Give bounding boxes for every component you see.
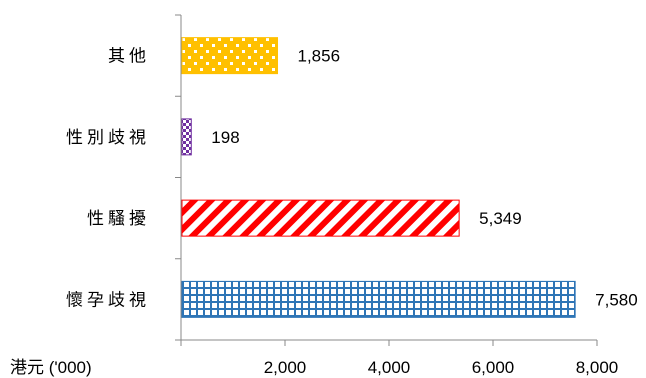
bar-4 [181, 280, 576, 318]
x-tick-label: 2,000 [264, 358, 307, 377]
bar-3 [181, 199, 460, 237]
bar-1 [181, 37, 279, 75]
x-tick-label: 6,000 [472, 358, 515, 377]
bars [181, 37, 576, 318]
category-label: 懷孕歧視 [66, 290, 150, 309]
unit-label: 港元 ('000) [10, 358, 92, 377]
value-label: 7,580 [595, 290, 638, 309]
category-label: 性騷擾 [87, 209, 150, 228]
x-tick-labels: 2,000 4,000 6,000 8,000 [264, 358, 619, 377]
axes [175, 14, 598, 346]
x-tick-label: 4,000 [368, 358, 411, 377]
bar-2 [181, 118, 192, 156]
value-labels: 1,856 198 5,349 7,580 [211, 47, 637, 310]
category-label: 其他 [108, 47, 150, 66]
x-tick-label: 8,000 [576, 358, 619, 377]
value-label: 198 [211, 128, 239, 147]
value-label: 1,856 [298, 47, 341, 66]
category-label: 性別歧視 [66, 128, 150, 147]
value-label: 5,349 [479, 209, 522, 228]
